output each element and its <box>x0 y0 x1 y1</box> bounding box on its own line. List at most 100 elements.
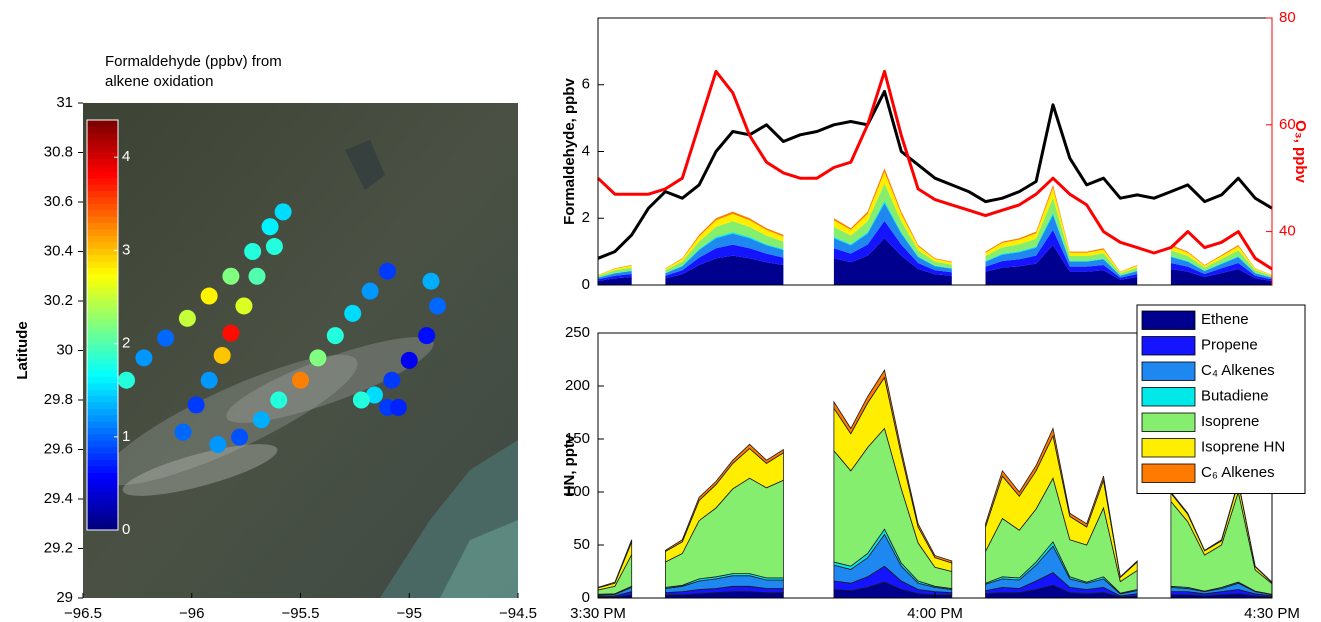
colorbar-segment <box>87 203 118 211</box>
colorbar-segment <box>87 145 118 153</box>
track-point <box>178 309 196 327</box>
colorbar-segment <box>87 491 118 499</box>
legend-label: Butadiene <box>1201 388 1269 405</box>
x-tick-label: −95.5 <box>282 605 320 622</box>
colorbar-segment <box>87 184 118 192</box>
colorbar-segment <box>87 453 118 461</box>
colorbar-segment <box>87 389 118 397</box>
colorbar-segment <box>87 292 118 300</box>
stacked-area <box>985 197 1138 276</box>
track-point <box>209 436 227 454</box>
chart-title: Formaldehyde (ppbv) from <box>105 53 282 70</box>
track-point <box>261 218 279 236</box>
track-point <box>244 243 262 260</box>
y-tick-label: 29.8 <box>44 391 73 408</box>
track-point <box>418 327 436 345</box>
legend-swatch <box>1141 387 1196 407</box>
y-tick-label: 29.4 <box>44 490 73 507</box>
colorbar-segment <box>87 139 118 147</box>
track-point <box>309 349 327 367</box>
colorbar-segment <box>87 132 118 140</box>
colorbar-segment <box>87 497 118 505</box>
colorbar-segment <box>87 152 118 160</box>
colorbar-segment <box>87 286 118 294</box>
colorbar-segment <box>87 510 118 518</box>
y-axis-label: HN, pptv <box>561 434 578 496</box>
stacked-area <box>665 255 784 285</box>
y-tick-label: 100 <box>565 483 590 500</box>
y-tick-label: 150 <box>565 430 590 447</box>
y-tick-label: 30 <box>56 341 73 358</box>
x-tick-label: 4:00 PM <box>907 605 963 622</box>
colorbar-segment <box>87 357 118 365</box>
colorbar-segment <box>87 337 118 345</box>
y-axis-label: Latitude <box>14 321 31 379</box>
colorbar-segment <box>87 171 118 179</box>
track-point <box>213 346 231 364</box>
track-point <box>379 262 396 280</box>
y-tick-label: 30.6 <box>44 193 73 210</box>
y-tick-label: 6 <box>582 76 590 93</box>
chart-title: alkene oxidation <box>105 73 213 90</box>
track-point <box>274 203 292 221</box>
stacked-area <box>665 221 784 273</box>
stacked-area <box>1170 269 1272 285</box>
stacked-area <box>1170 257 1272 280</box>
stacked-area <box>665 233 784 276</box>
colorbar-segment <box>87 478 118 486</box>
y2-tick-label: 40 <box>1279 223 1296 240</box>
track-point <box>292 371 309 389</box>
y-tick-label: 30.4 <box>44 242 73 259</box>
track-point <box>270 391 288 409</box>
track-point <box>157 329 175 347</box>
colorbar-segment <box>87 433 118 441</box>
colorbar-segment <box>87 164 118 172</box>
stacked-area <box>665 213 784 271</box>
colorbar-segment <box>87 414 118 422</box>
legend-label: Isoprene HN <box>1201 439 1285 456</box>
y-tick-label: 250 <box>565 324 590 341</box>
colorbar-segment <box>87 427 118 435</box>
track-point <box>422 272 440 290</box>
colorbar-segment <box>87 254 118 262</box>
colorbar-segment <box>87 421 118 429</box>
line <box>596 69 1273 271</box>
track-point <box>365 386 383 404</box>
map-background <box>83 103 518 598</box>
stacked-area <box>1170 263 1272 281</box>
colorbar-segment <box>87 517 118 525</box>
track-point <box>231 428 249 446</box>
colorbar-segment <box>87 363 118 371</box>
colorbar-segment <box>87 344 118 352</box>
y-tick-label: 2 <box>582 209 590 226</box>
track-point <box>361 282 379 300</box>
legend-swatch <box>1141 463 1196 483</box>
track-point <box>383 371 401 389</box>
track-point <box>389 398 407 416</box>
colorbar-tick-label: 2 <box>122 335 130 352</box>
stacked-area <box>833 369 953 564</box>
legend-label: Propene <box>1201 337 1258 354</box>
colorbar-segment <box>87 408 118 416</box>
track-point <box>352 391 370 409</box>
legend-swatch <box>1141 361 1196 381</box>
x-tick-label: 4:30 PM <box>1244 605 1300 622</box>
colorbar-segment <box>87 299 118 307</box>
legend-label: Isoprene <box>1201 413 1259 430</box>
y2-tick-label: 60 <box>1279 116 1296 133</box>
colorbar <box>86 119 119 531</box>
y-tick-label: 200 <box>565 377 590 394</box>
y-tick-label: 50 <box>573 536 590 553</box>
stacked-area <box>985 184 1138 272</box>
stacked-area <box>598 265 632 276</box>
colorbar-segment <box>87 459 118 467</box>
stacked-area <box>598 267 632 278</box>
colorbar-segment <box>87 260 118 268</box>
colorbar-segment <box>87 158 118 166</box>
colorbar-segment <box>87 209 118 217</box>
colorbar-segment <box>87 305 118 313</box>
legend-swatch <box>1141 310 1196 330</box>
colorbar-tick-label: 0 <box>122 521 130 538</box>
y2-axis-label: O₃, ppbv <box>1292 120 1309 183</box>
